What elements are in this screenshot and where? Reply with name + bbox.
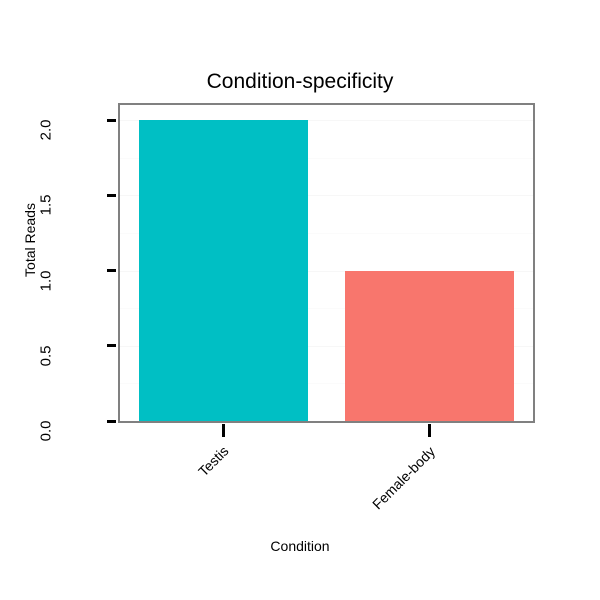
gridline-minor-3: [120, 157, 533, 159]
bar-testis[interactable]: [138, 120, 308, 421]
y-tick-label-0: 0.0: [37, 420, 55, 442]
y-tick-label-3: 1.5: [37, 194, 55, 216]
y-tick-label-2: 1.0: [37, 270, 55, 291]
x-tick-label-female-body: Female-body: [368, 443, 438, 513]
y-tick-label-1: 0.5: [37, 345, 55, 367]
x-axis-title: Condition: [270, 538, 330, 554]
gridline-minor-0: [120, 383, 533, 385]
x-tick-label-testis: Testis: [194, 443, 232, 480]
gridline-major-3: [120, 195, 533, 197]
plot-panel: [118, 103, 535, 423]
y-tick-mark-1: [107, 344, 116, 348]
y-tick-mark-0: [107, 419, 116, 423]
gridline-major-1: [120, 345, 533, 347]
bar-female-body[interactable]: [345, 270, 515, 421]
y-tick-mark-4: [107, 118, 116, 122]
gridline-minor-2: [120, 232, 533, 234]
plot-area: [120, 105, 533, 421]
y-tick-mark-3: [107, 193, 116, 197]
gridline-major-4: [120, 120, 533, 122]
chart-title: Condition-specificity: [206, 70, 394, 93]
y-tick-mark-2: [107, 269, 116, 273]
y-tick-label-4: 2.0: [37, 119, 55, 141]
x-tick-mark-0: [221, 424, 225, 437]
x-tick-mark-1: [428, 424, 432, 437]
y-axis-title: Total Reads: [22, 203, 38, 277]
gridline-minor-1: [120, 308, 533, 310]
gridline-major-2: [120, 270, 533, 272]
